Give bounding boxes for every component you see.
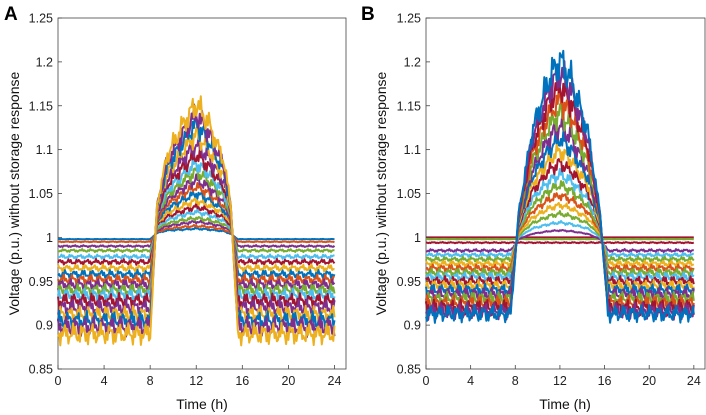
x-tick-label: 20 [281, 374, 295, 388]
series-line-bus-08 [57, 190, 336, 280]
series-layer-b [425, 49, 695, 324]
y-tick-label: 1.1 [404, 143, 421, 157]
x-tick-label: 24 [687, 374, 701, 388]
series-line-bus-04 [426, 229, 694, 254]
x-tick-label: 20 [642, 374, 656, 388]
series-line-bus-18 [57, 95, 336, 347]
series-line-bus-04 [58, 215, 335, 254]
y-tick-label: 0.85 [397, 363, 421, 377]
series-line-bus-03 [425, 241, 695, 245]
series-line-bus-13 [57, 148, 336, 310]
y-tick-label: 1.2 [404, 55, 421, 69]
series-line-bus-03 [57, 219, 336, 249]
panel-label-a: A [4, 4, 18, 25]
y-tick-label: 0.85 [29, 363, 53, 377]
x-tick-label: 12 [553, 374, 567, 388]
panel-b: B 0 4 8 12 16 20 24 0.85 0.9 0.95 1 1.05 1.1 1.15 1.2 1… [361, 4, 706, 412]
series-layer-a [57, 95, 336, 347]
y-tick-label: 1.15 [29, 99, 53, 113]
series-line-bus-10 [57, 173, 336, 292]
x-tick-label: 8 [147, 374, 154, 388]
y-tick-label: 1.2 [36, 55, 53, 69]
series-line-bus-19 [425, 49, 695, 324]
panel-a: A 0 4 8 12 16 20 24 0.85 0.9 0.95 1 1.05 1.1 1.15 1.2 1… [4, 4, 347, 412]
y-tick-label: 1.05 [397, 187, 421, 201]
y-tick-label: 0.9 [36, 319, 53, 333]
y-tick-label: 1.25 [397, 12, 421, 26]
x-tick-label: 24 [328, 374, 342, 388]
y-tick-label: 1 [46, 231, 53, 245]
x-tick-label: 0 [423, 374, 430, 388]
series-line-bus-18 [425, 60, 695, 321]
x-tick-label: 12 [189, 374, 203, 388]
x-tick-label: 16 [598, 374, 612, 388]
y-tick-label: 0.95 [397, 275, 421, 289]
series-line-bus-06 [425, 210, 695, 263]
y-axis-label-b: Voltage (p.u.) without storage response [373, 71, 389, 315]
series-line-bus-05 [57, 208, 335, 260]
y-tick-label: 0.95 [29, 275, 53, 289]
y-tick-label: 1.1 [36, 143, 53, 157]
x-tick-label: 8 [512, 374, 519, 388]
x-axis-label-a: Time (h) [176, 396, 228, 412]
series-line-bus-02 [58, 223, 335, 244]
x-tick-label: 4 [101, 374, 108, 388]
y-tick-label: 1.05 [29, 187, 53, 201]
series-line-bus-08 [425, 192, 695, 273]
series-line-bus-07 [425, 201, 695, 268]
y-tick-label: 1.15 [397, 99, 421, 113]
panel-label-b: B [361, 4, 375, 25]
x-tick-label: 0 [55, 374, 62, 388]
y-tick-label: 1 [414, 231, 421, 245]
series-line-bus-07 [57, 197, 335, 273]
tick-layer-a: 0 4 8 12 16 20 24 0.85 0.9 0.95 1 1.05 1.1 1.15 1.2 1.2… [29, 12, 342, 389]
series-line-bus-10 [425, 167, 695, 283]
y-axis-label-a: Voltage (p.u.) without storage response [6, 71, 22, 315]
x-axis-label-b: Time (h) [539, 396, 591, 412]
y-tick-label: 0.9 [404, 319, 421, 333]
series-line-bus-01 [57, 226, 335, 241]
y-tick-label: 1.25 [29, 12, 53, 26]
x-tick-label: 16 [235, 374, 249, 388]
series-line-bus-13 [425, 130, 695, 298]
tick-layer-b: 0 4 8 12 16 20 24 0.85 0.9 0.95 1 1.05 1.1 1.15 1.2 1.2… [397, 12, 701, 389]
x-tick-label: 4 [467, 374, 474, 388]
